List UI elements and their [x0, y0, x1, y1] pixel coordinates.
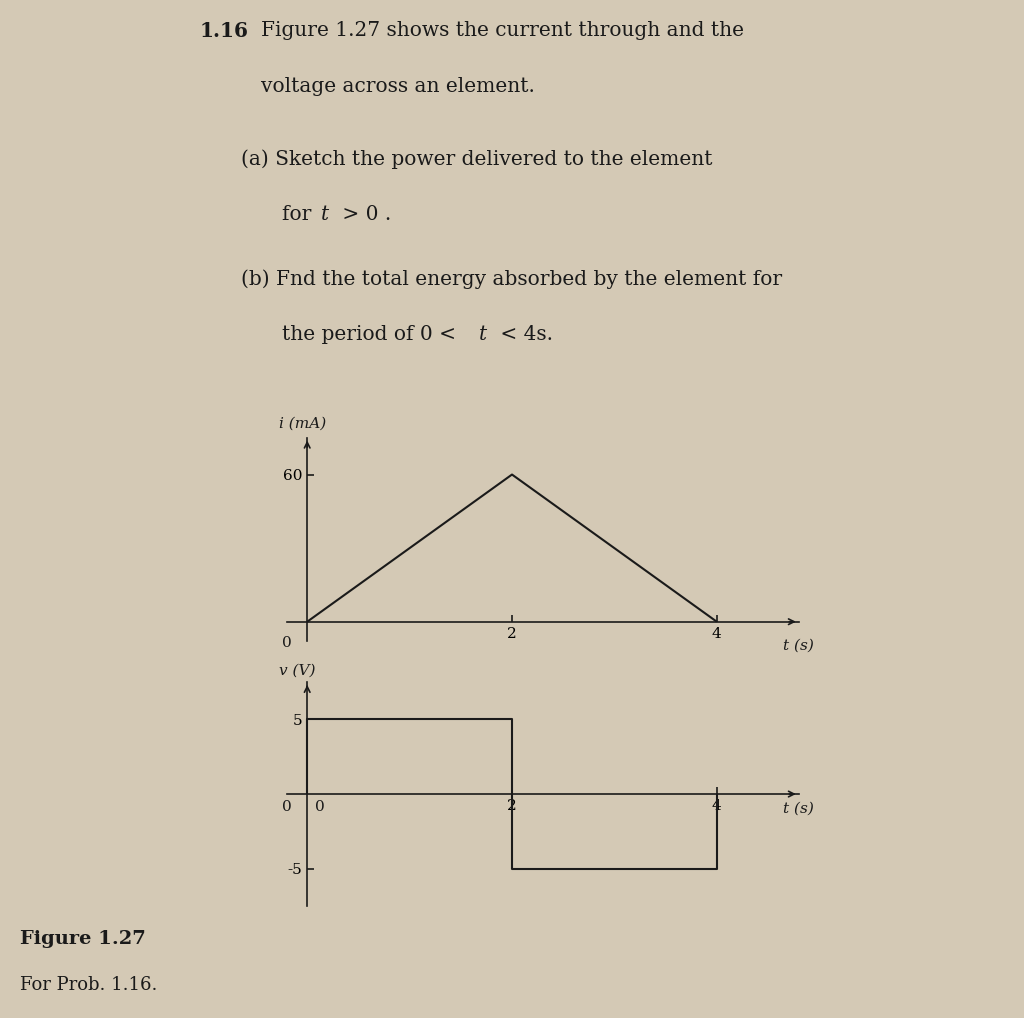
- Text: 0: 0: [315, 800, 326, 814]
- Text: t: t: [479, 325, 487, 344]
- Text: t (s): t (s): [783, 801, 814, 815]
- Text: (a) Sketch the power delivered to the element: (a) Sketch the power delivered to the el…: [241, 150, 712, 169]
- Text: the period of 0 <: the period of 0 <: [282, 325, 462, 344]
- Text: < 4s.: < 4s.: [494, 325, 553, 344]
- Text: 0: 0: [282, 636, 292, 651]
- Text: for: for: [282, 206, 317, 224]
- Text: t (s): t (s): [783, 639, 814, 653]
- Text: For Prob. 1.16.: For Prob. 1.16.: [20, 975, 158, 994]
- Text: Figure 1.27: Figure 1.27: [20, 930, 146, 948]
- Text: t: t: [321, 206, 329, 224]
- Text: v (V): v (V): [279, 664, 315, 678]
- Text: Figure 1.27 shows the current through and the: Figure 1.27 shows the current through an…: [261, 21, 744, 41]
- Text: (b) Fnd the total energy absorbed by the element for: (b) Fnd the total energy absorbed by the…: [241, 270, 781, 289]
- Text: 1.16: 1.16: [200, 21, 249, 42]
- Text: voltage across an element.: voltage across an element.: [261, 77, 535, 96]
- Text: > 0 .: > 0 .: [336, 206, 391, 224]
- Text: 0: 0: [282, 800, 292, 814]
- Text: i (mA): i (mA): [279, 416, 326, 431]
